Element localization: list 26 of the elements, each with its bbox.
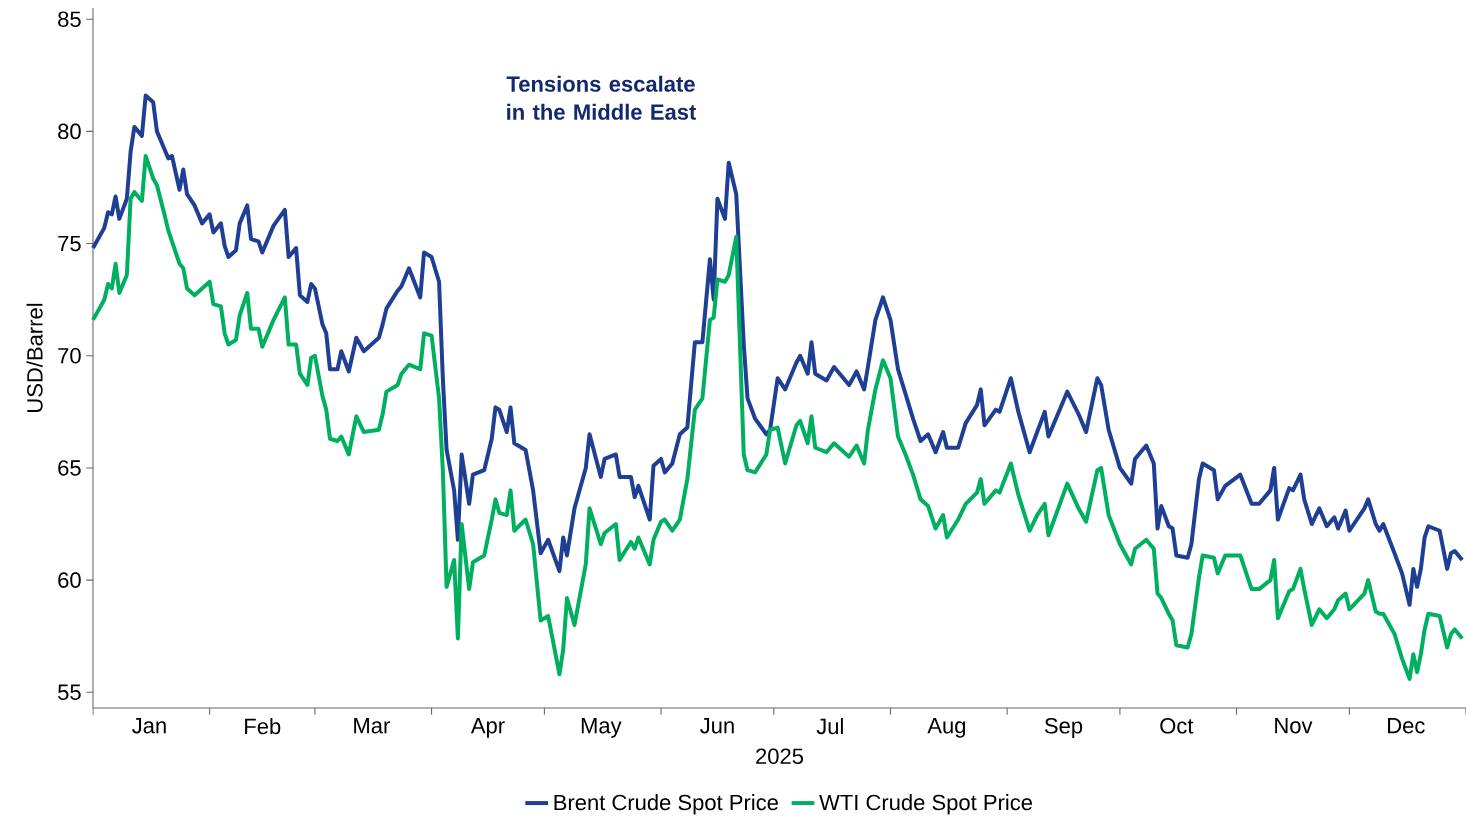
x-tick-label: Oct <box>1160 718 1194 734</box>
legend-label: WTI Crude Spot Price <box>819 794 1033 815</box>
y-tick-label: 75 <box>58 235 81 252</box>
line-series <box>91 154 1465 681</box>
x-axis-title: 2025 <box>756 748 804 765</box>
x-tick-label: Jun <box>700 718 734 734</box>
y-tick-label: 60 <box>58 572 81 588</box>
y-tick-label: 55 <box>58 684 81 700</box>
x-tick-label: Aug <box>927 718 966 738</box>
y-tick-label: 80 <box>58 123 81 140</box>
y-axis-title: USD/Barrel <box>26 303 43 412</box>
y-tick-label: 85 <box>58 11 81 27</box>
x-tick-label: Nov <box>1275 718 1313 734</box>
x-tick-label: Jul <box>816 718 843 735</box>
legend-label: Brent Crude Spot Price <box>554 794 778 815</box>
x-tick-label: Jan <box>132 718 166 734</box>
y-tick-label: 70 <box>58 347 81 364</box>
x-tick-label: Sep <box>1044 718 1083 738</box>
x-tick-label: Apr <box>470 718 505 738</box>
annotation: Tensions escalate in the Middle East <box>506 75 697 120</box>
line-series <box>91 93 1465 607</box>
x-tick-label: May <box>581 718 622 738</box>
x-tick-label: Mar <box>354 718 390 734</box>
x-tick-label: Dec <box>1388 718 1425 734</box>
x-tick-label: Feb <box>245 718 281 735</box>
y-tick-label: 65 <box>58 460 81 476</box>
